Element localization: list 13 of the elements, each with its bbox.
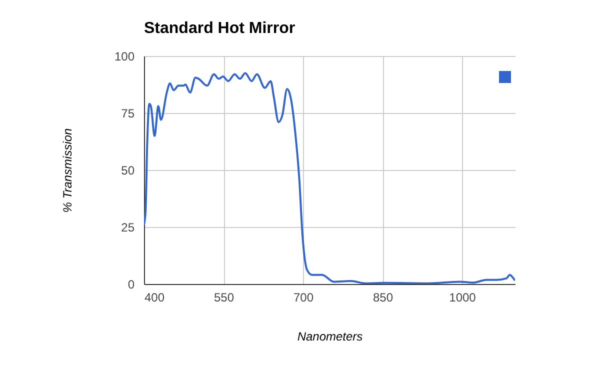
x-tick-label: 1000 [449, 290, 476, 304]
y-tick-label: 0 [128, 278, 135, 292]
x-tick-label: 700 [293, 290, 314, 304]
x-tick-label: 400 [144, 290, 165, 304]
y-tick-label: 50 [121, 164, 135, 178]
x-tick-label: 850 [372, 290, 394, 304]
chart-title: Standard Hot Mirror [144, 20, 296, 37]
y-tick-label: 100 [114, 50, 135, 64]
y-axis-title: % Transmission [60, 128, 74, 213]
x-axis-title: Nanometers [297, 330, 363, 344]
y-tick-label: 25 [121, 220, 135, 234]
x-tick-label: 550 [214, 290, 234, 304]
y-tick-label: 75 [121, 106, 135, 120]
